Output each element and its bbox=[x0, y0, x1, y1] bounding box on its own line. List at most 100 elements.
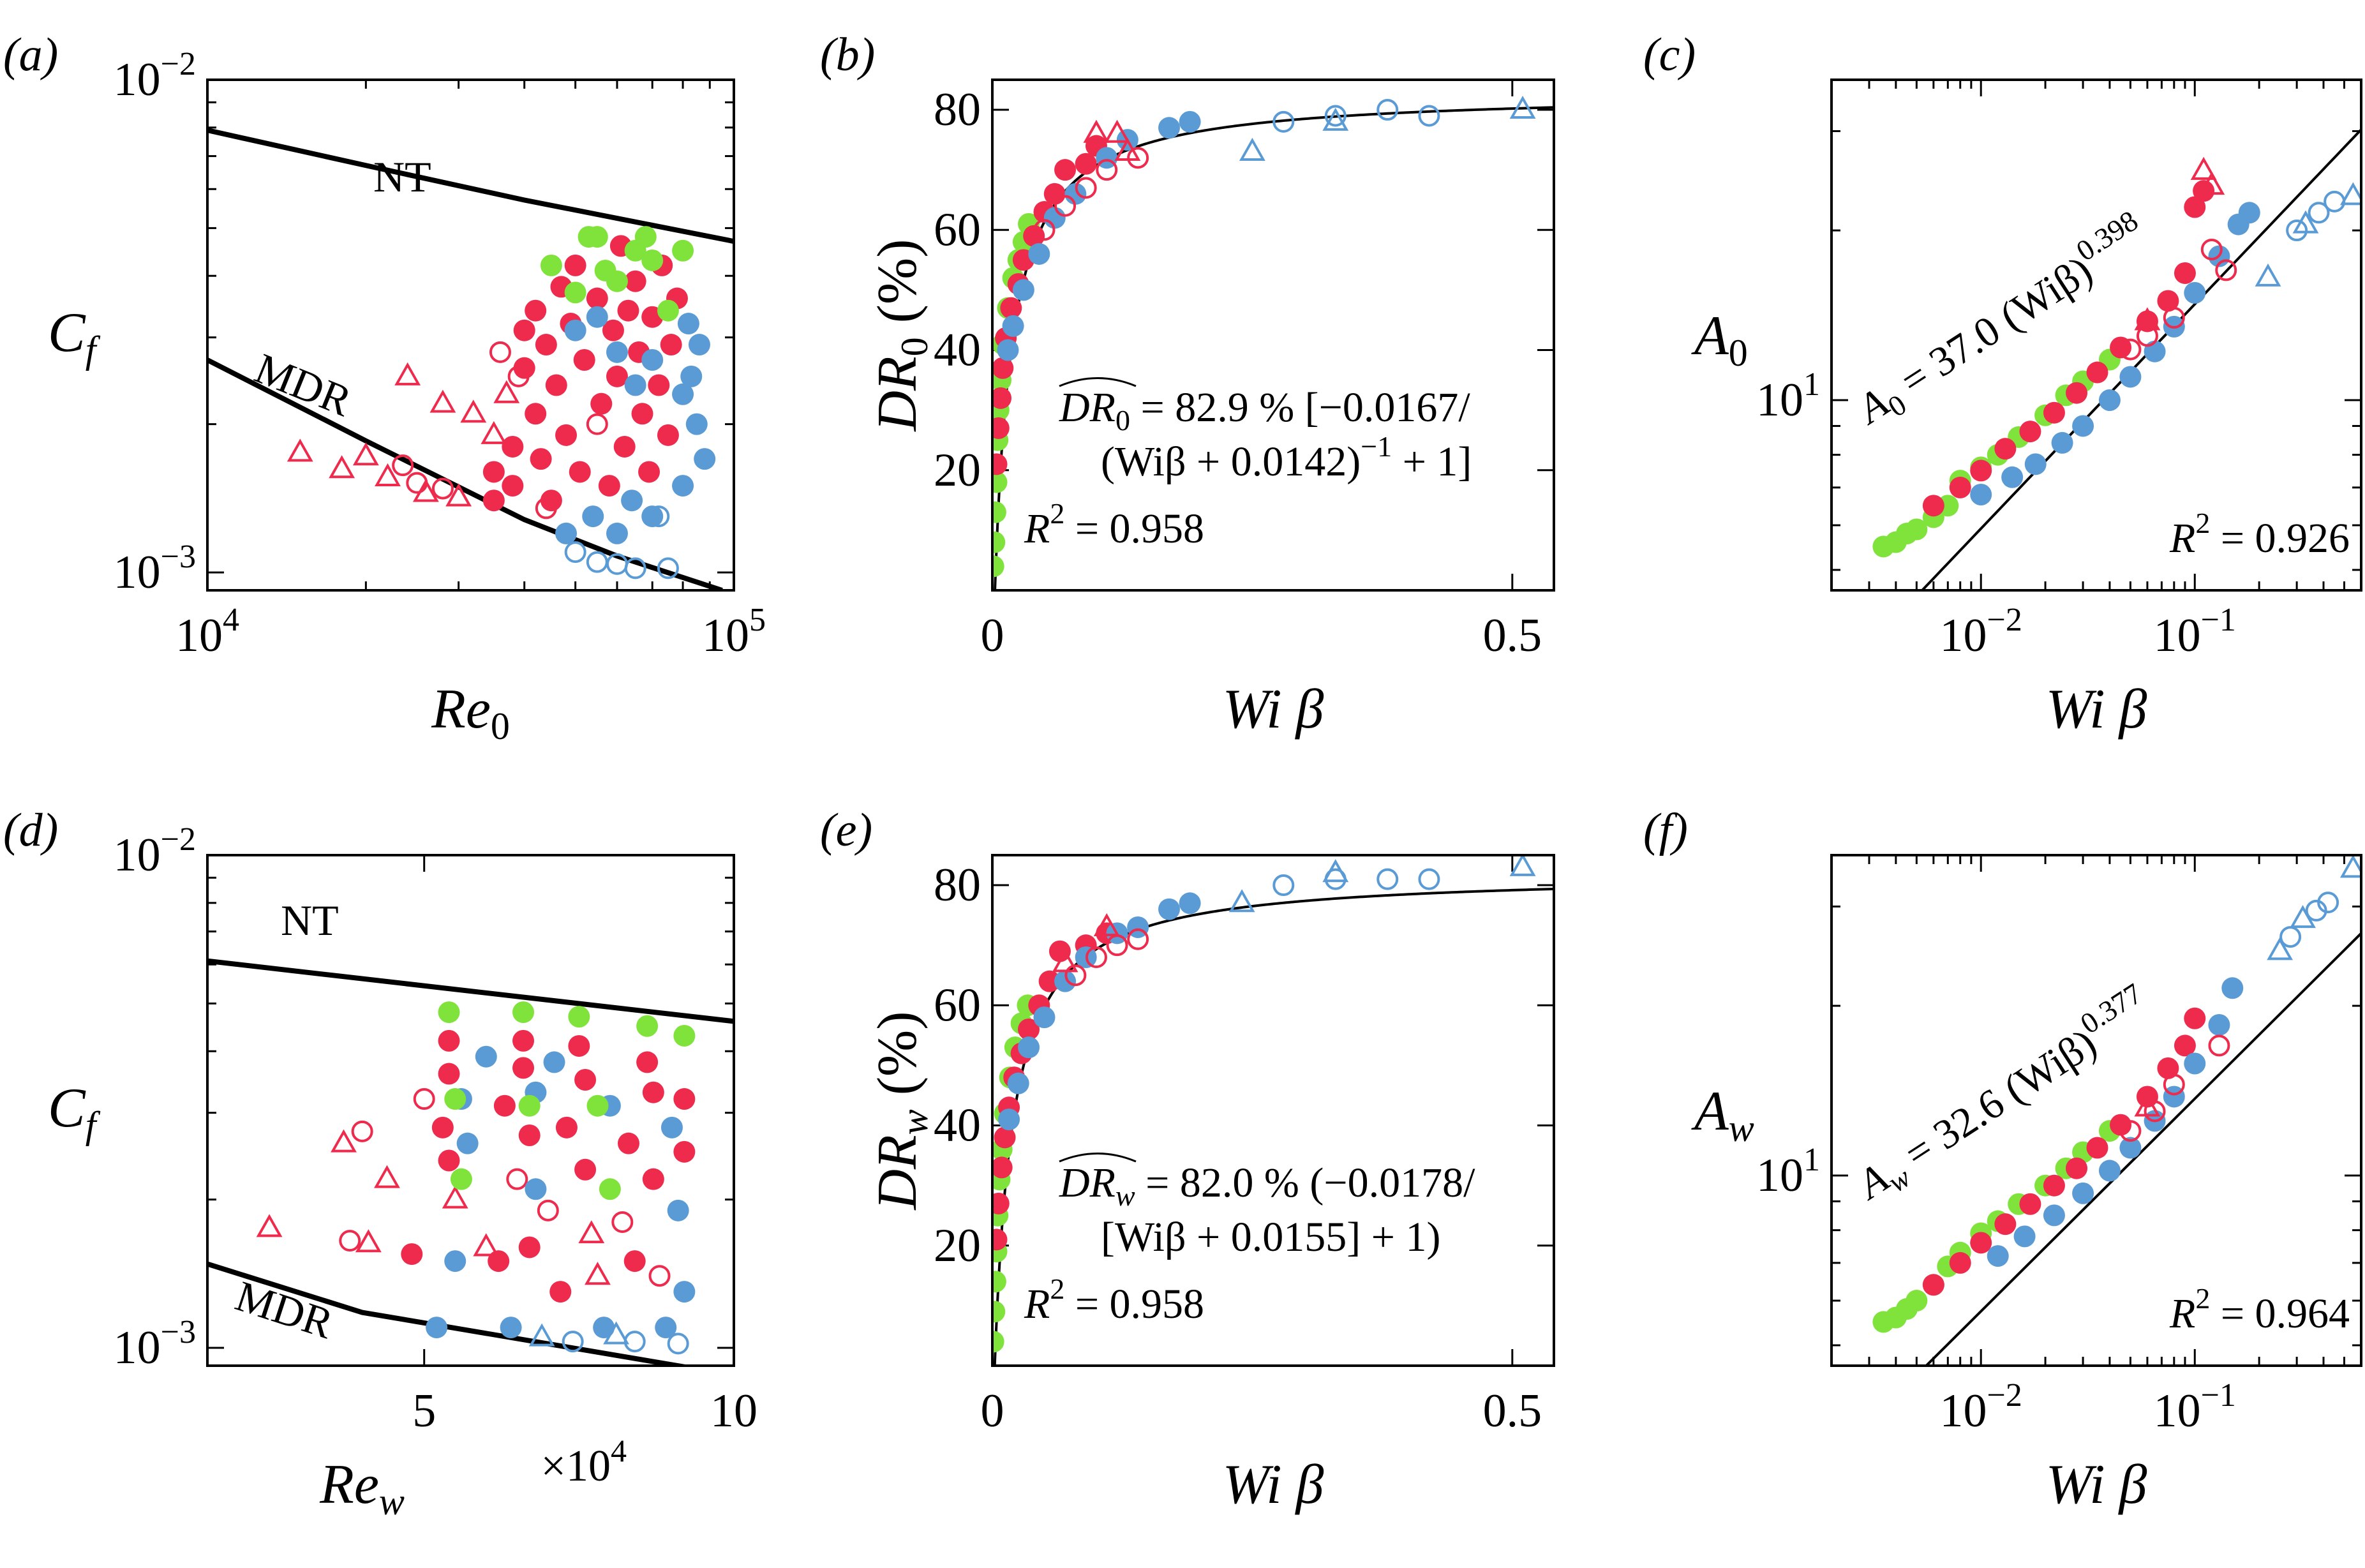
data-point bbox=[2043, 1174, 2065, 1197]
data-point bbox=[445, 483, 472, 507]
data-point bbox=[2317, 892, 2339, 914]
minor-ticks bbox=[207, 876, 734, 1201]
x-tick-label: 5 bbox=[412, 1385, 436, 1437]
y-axis-label: A0 bbox=[1691, 305, 1748, 374]
data-point bbox=[617, 299, 639, 322]
data-point bbox=[606, 522, 628, 544]
data-point bbox=[394, 362, 421, 385]
data-point bbox=[481, 421, 507, 444]
data-point bbox=[1922, 495, 1944, 517]
data-point bbox=[426, 1317, 448, 1339]
data-point bbox=[641, 349, 664, 371]
data-point bbox=[525, 299, 547, 322]
r-squared: R2 = 0.926 bbox=[2169, 507, 2350, 562]
data-point bbox=[438, 1001, 460, 1024]
r-squared: R2 = 0.958 bbox=[1024, 497, 1204, 552]
data-point bbox=[564, 541, 586, 564]
data-point bbox=[624, 557, 646, 579]
y-tick-label: 60 bbox=[934, 204, 981, 256]
data-point bbox=[657, 424, 679, 446]
data-point bbox=[992, 1228, 1008, 1251]
data-point bbox=[574, 1158, 597, 1181]
data-point bbox=[624, 239, 646, 262]
data-point bbox=[1054, 970, 1077, 992]
data-point bbox=[673, 1024, 696, 1047]
data-point bbox=[2134, 307, 2161, 331]
data-point bbox=[2134, 1093, 2161, 1117]
data-point bbox=[1018, 1018, 1040, 1040]
data-point bbox=[2163, 1073, 2185, 1096]
data-point bbox=[1179, 110, 1201, 133]
axes-frame bbox=[1830, 854, 2362, 1367]
data-point bbox=[2208, 1013, 2230, 1036]
panel-b: (b) Wi β DR0 (%) DR0 = 82.9 % [−0.0167/(Wiβ… bbox=[820, 29, 1555, 740]
data-point bbox=[992, 357, 1014, 379]
data-point bbox=[582, 505, 604, 528]
data-point bbox=[992, 555, 1004, 578]
points bbox=[256, 1001, 696, 1355]
data-point bbox=[1994, 1213, 2017, 1236]
data-point bbox=[2119, 1137, 2142, 1159]
data-point bbox=[992, 387, 1012, 409]
x-axis-multiplier: ×104 bbox=[541, 1433, 627, 1491]
data-point bbox=[375, 463, 401, 486]
y-tick-label: 10−2 bbox=[114, 821, 196, 881]
data-point bbox=[2051, 431, 2073, 454]
fit-curve bbox=[1924, 932, 2361, 1366]
data-point bbox=[586, 413, 608, 435]
data-point bbox=[586, 287, 608, 310]
data-point bbox=[562, 1331, 584, 1353]
data-point bbox=[482, 489, 505, 512]
data-point bbox=[694, 448, 716, 470]
data-point bbox=[1018, 1036, 1040, 1059]
data-point bbox=[518, 1094, 541, 1117]
data-point bbox=[1075, 177, 1097, 199]
data-point bbox=[2184, 281, 2206, 304]
data-point bbox=[992, 417, 1010, 439]
x-tick-label: 10−2 bbox=[1940, 1377, 2022, 1437]
x-tick-label: 10−1 bbox=[2154, 602, 2236, 662]
data-point bbox=[564, 254, 586, 276]
data-point bbox=[456, 1132, 479, 1154]
data-point bbox=[613, 435, 636, 458]
panel-label: (c) bbox=[1643, 29, 1696, 81]
data-point bbox=[568, 1034, 590, 1057]
data-point bbox=[680, 365, 703, 387]
data-point bbox=[688, 334, 710, 356]
data-point bbox=[1987, 1245, 2009, 1267]
data-point bbox=[438, 1029, 460, 1052]
data-point bbox=[2098, 389, 2121, 412]
data-point bbox=[537, 1199, 559, 1221]
data-point bbox=[355, 1229, 382, 1253]
data-point bbox=[2200, 238, 2223, 260]
data-point bbox=[685, 413, 708, 435]
data-point bbox=[992, 1331, 1004, 1353]
points bbox=[992, 96, 1536, 578]
y-tick-label: 80 bbox=[934, 84, 981, 136]
data-point bbox=[636, 1051, 659, 1073]
fit-curve bbox=[1920, 128, 2361, 590]
data-point bbox=[2019, 1193, 2041, 1215]
data-point bbox=[502, 435, 524, 458]
data-point bbox=[631, 403, 653, 425]
x-axis-label: Wi β bbox=[1223, 1454, 1324, 1516]
data-point bbox=[1922, 1274, 1944, 1296]
data-point bbox=[606, 365, 628, 387]
data-point bbox=[331, 1129, 357, 1153]
line-mdr bbox=[207, 357, 723, 590]
y-axis-label: DR0 (%) bbox=[867, 239, 936, 431]
points bbox=[1872, 156, 2361, 558]
plot-area bbox=[1872, 128, 2361, 590]
data-point bbox=[1324, 105, 1347, 127]
fit-equation-line2: [Wiβ + 0.0155] + 1) bbox=[1101, 1214, 1440, 1260]
data-point bbox=[2292, 210, 2319, 234]
data-point bbox=[518, 1124, 541, 1147]
data-point bbox=[2066, 1157, 2088, 1179]
data-point bbox=[401, 1243, 423, 1266]
plot-area bbox=[1872, 855, 2361, 1366]
data-point bbox=[624, 270, 646, 292]
axes-frame bbox=[1830, 78, 2362, 592]
data-point bbox=[648, 374, 670, 396]
data-point bbox=[1064, 183, 1087, 205]
data-point bbox=[535, 334, 557, 356]
